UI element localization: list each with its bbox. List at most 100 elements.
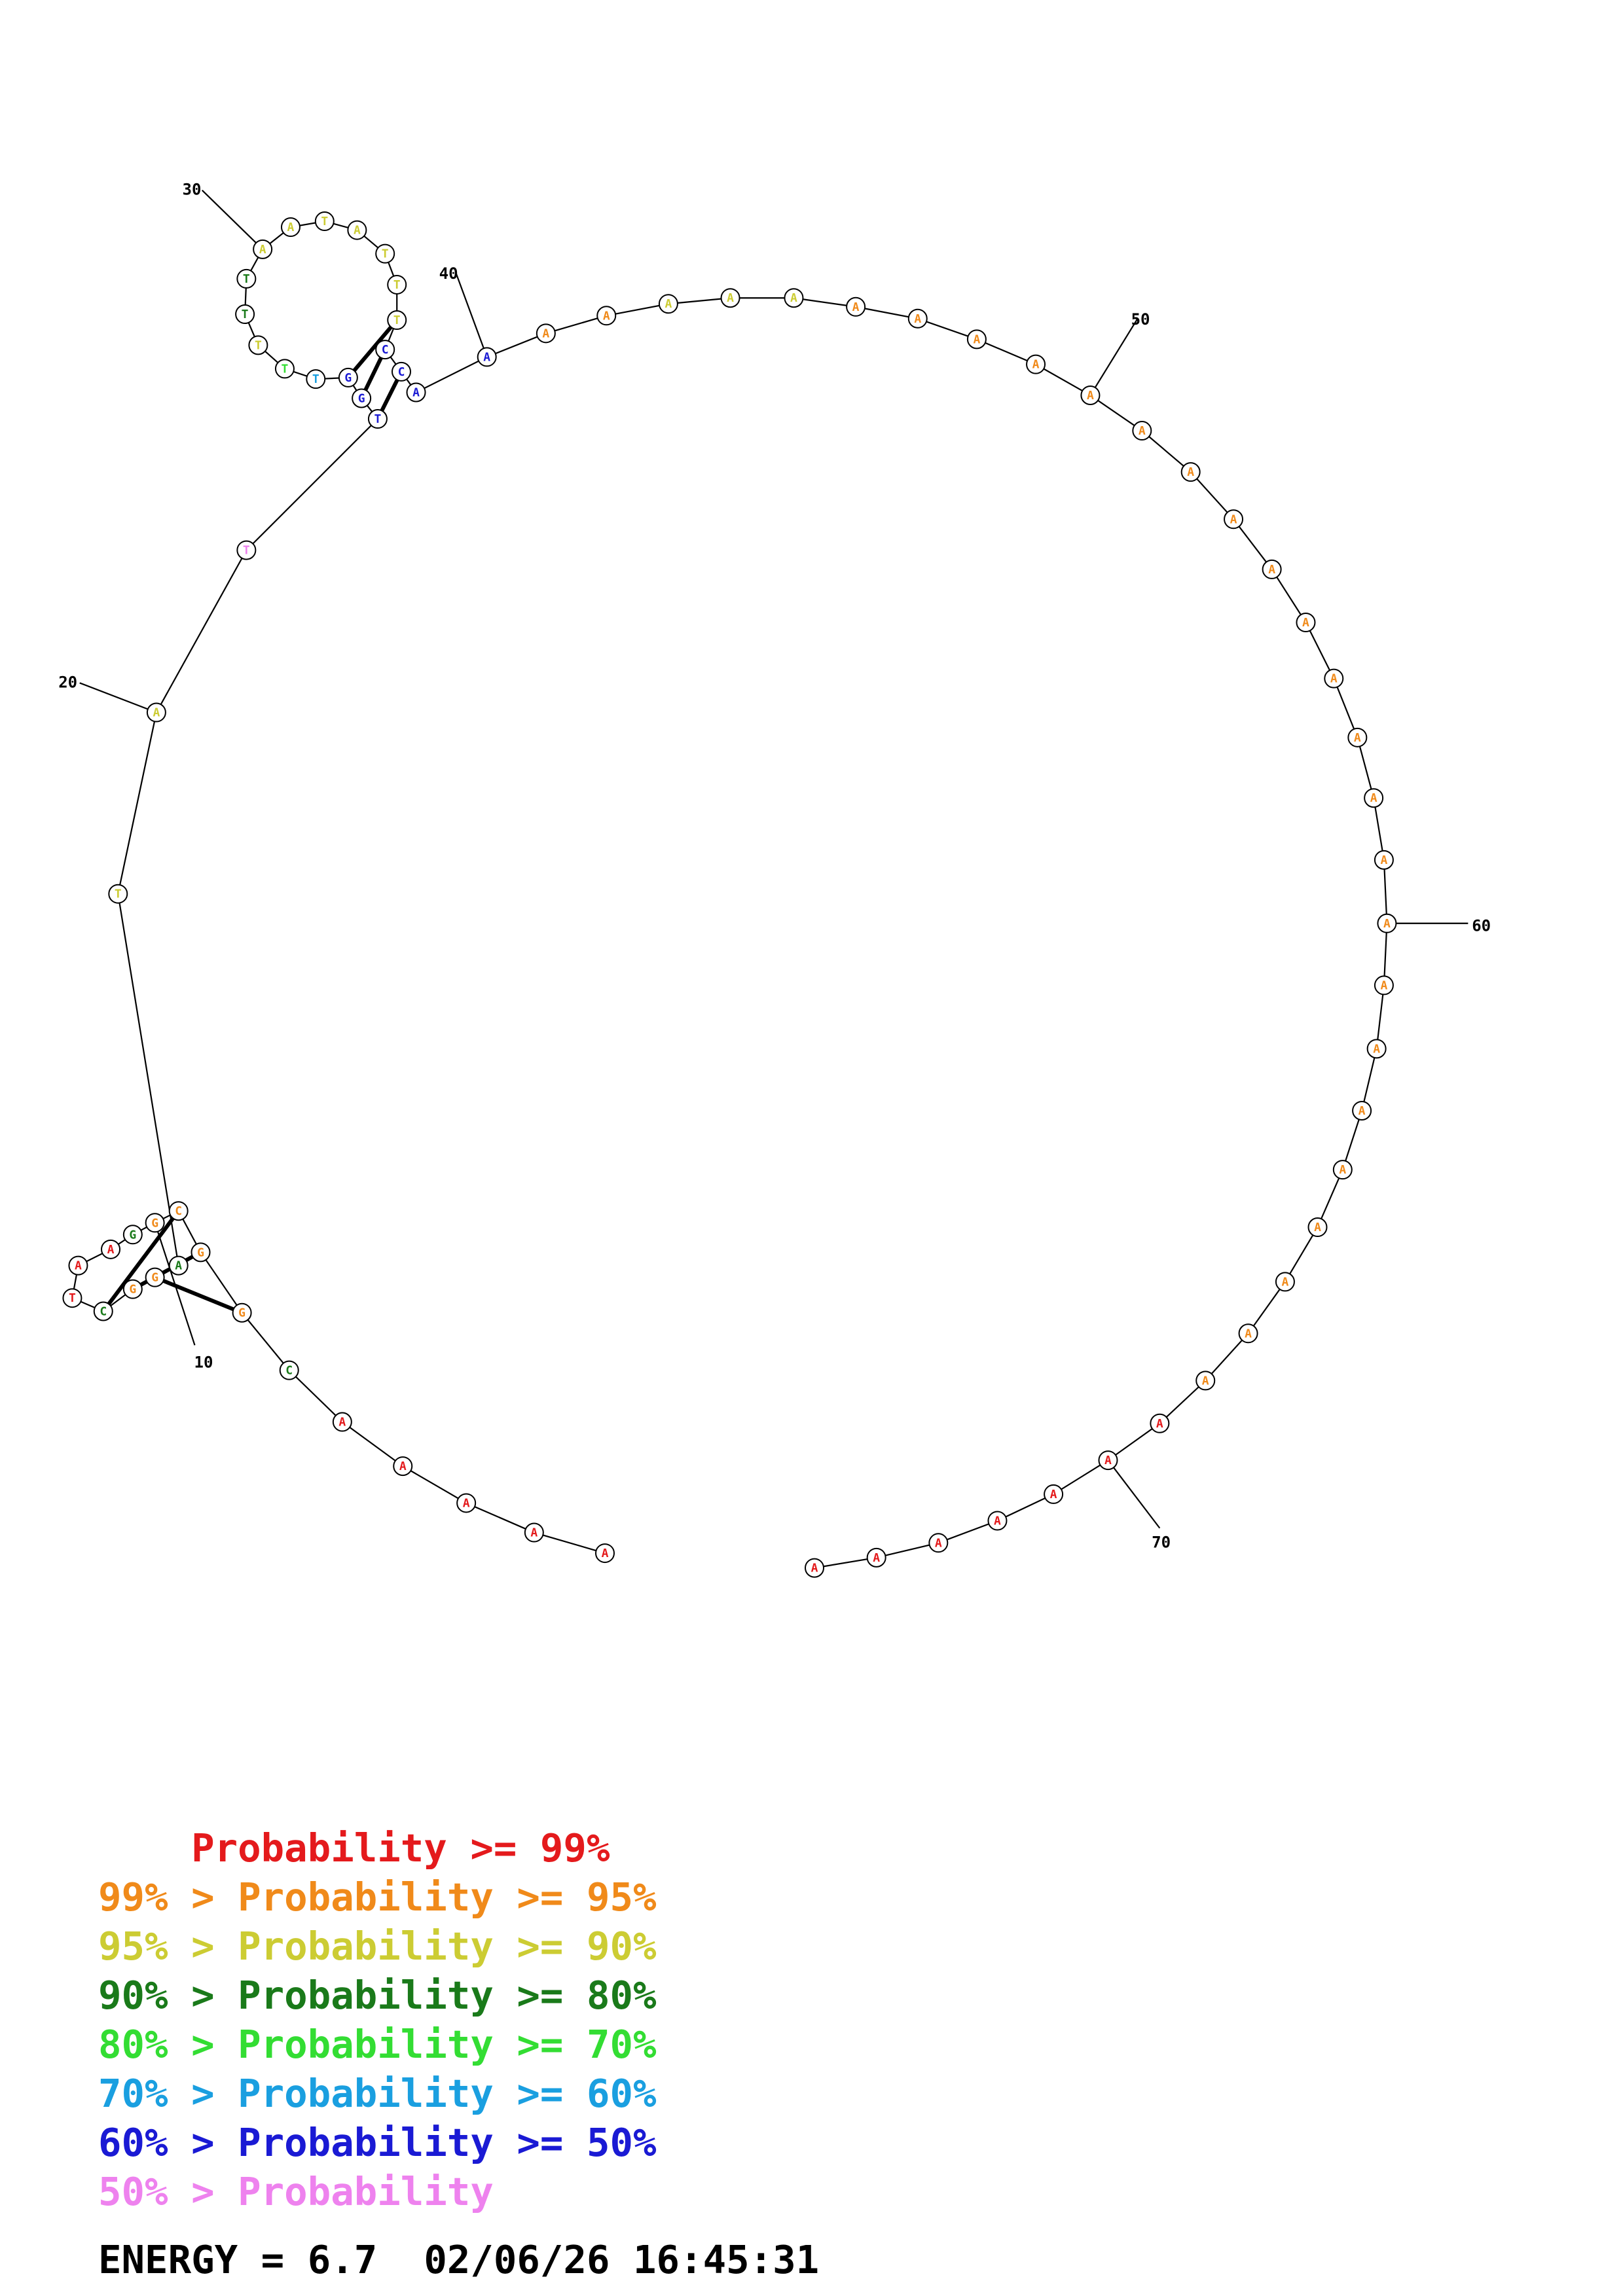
nucleotide-32: T bbox=[314, 211, 335, 232]
nucleotide-circle bbox=[191, 1242, 211, 1263]
backbone-line bbox=[71, 220, 1388, 1569]
nucleotide-base: C bbox=[398, 365, 405, 379]
nucleotide-base: A bbox=[107, 1243, 115, 1257]
nucleotide-circle bbox=[846, 296, 866, 317]
nucleotide-61: A bbox=[1374, 975, 1394, 996]
nucleotide-circle bbox=[375, 243, 395, 264]
nucleotide-37: C bbox=[375, 340, 395, 360]
nucleotide-base: A bbox=[602, 1547, 609, 1560]
nucleotide-circle bbox=[477, 347, 497, 367]
nucleotide-6: C bbox=[279, 1360, 299, 1380]
legend-row-lt50: 50% > Probability bbox=[98, 2169, 494, 2214]
legend-row-p80: 90% > Probability >= 80% bbox=[98, 1973, 657, 2018]
nucleotide-39: A bbox=[406, 382, 426, 403]
nucleotide-base: T bbox=[243, 544, 250, 558]
nucleotide-41: A bbox=[536, 323, 556, 344]
nucleotide-36: T bbox=[387, 310, 407, 331]
nucleotide-base: T bbox=[393, 314, 401, 327]
nucleotide-base: A bbox=[483, 350, 490, 364]
nucleotide-base: T bbox=[321, 215, 328, 228]
nucleotide-2: A bbox=[524, 1522, 544, 1543]
nucleotide-base: A bbox=[1268, 563, 1275, 577]
nucleotide-base: A bbox=[463, 1496, 470, 1510]
nucleotide-circle bbox=[274, 359, 295, 379]
nucleotide-34: T bbox=[375, 243, 395, 264]
nucleotide-circle bbox=[145, 1213, 165, 1233]
nucleotide-circle bbox=[108, 884, 128, 904]
nucleotide-19: T bbox=[108, 884, 128, 904]
nucleotide-58: A bbox=[1364, 788, 1384, 808]
nucleotide-circle bbox=[146, 702, 166, 723]
nucleotide-circle bbox=[338, 367, 358, 387]
nucleotide-base: A bbox=[1330, 672, 1338, 686]
probability-legend: Probability >= 99% 99% > Probability >= … bbox=[98, 1823, 1080, 2216]
nucleotide-3: A bbox=[456, 1493, 477, 1513]
nucleotide-circle bbox=[1364, 788, 1384, 808]
nucleotide-circle bbox=[805, 1558, 825, 1578]
nucleotide-circle bbox=[1374, 975, 1394, 996]
tick-label-50: 50 bbox=[1131, 310, 1150, 329]
nucleotide-circle bbox=[235, 304, 255, 325]
nucleotide-circle bbox=[1377, 913, 1397, 933]
nucleotide-circle bbox=[168, 1201, 189, 1221]
tick-label-40: 40 bbox=[439, 264, 458, 283]
nucleotide-55: A bbox=[1296, 613, 1316, 633]
nucleotide-base: G bbox=[197, 1246, 204, 1259]
nucleotide-base: A bbox=[259, 243, 266, 257]
nucleotide-51: A bbox=[1132, 421, 1152, 441]
nucleotide-base: G bbox=[129, 1228, 136, 1242]
nucleotide-4: A bbox=[393, 1456, 413, 1477]
nucleotide-circle bbox=[1262, 559, 1282, 579]
nucleotide-68: A bbox=[1195, 1371, 1216, 1391]
nucleotide-63: A bbox=[1352, 1100, 1372, 1121]
nucleotide-56: A bbox=[1324, 668, 1344, 689]
base-pair-bonds bbox=[101, 319, 403, 1315]
nucleotide-base: G bbox=[151, 1216, 158, 1230]
nucleotide-30: A bbox=[253, 239, 273, 259]
nucleotide-base: A bbox=[1373, 1042, 1380, 1056]
tick-line-50 bbox=[1089, 318, 1139, 396]
nucleotide-circle bbox=[1347, 727, 1368, 747]
nucleotide-circle bbox=[1044, 1484, 1064, 1504]
nucleotide-circle bbox=[387, 310, 407, 331]
nucleotide-45: A bbox=[784, 288, 804, 308]
nucleotide-60: A bbox=[1377, 913, 1397, 933]
tick-line-40 bbox=[455, 272, 488, 357]
nucleotide-base: T bbox=[115, 888, 122, 901]
nucleotide-38: C bbox=[391, 361, 411, 382]
nucleotide-base: T bbox=[243, 272, 250, 286]
nucleotide-23: G bbox=[352, 388, 372, 408]
tick-line-20 bbox=[79, 682, 157, 713]
nucleotide-circle bbox=[406, 382, 426, 403]
nucleotide-base: A bbox=[994, 1514, 1001, 1528]
nucleotide-base: A bbox=[287, 221, 295, 234]
timestamp: 02/06/26 16:45:31 bbox=[424, 2237, 820, 2282]
legend-row-p95: 99% > Probability >= 95% bbox=[98, 1874, 657, 1920]
nucleotide-circle bbox=[456, 1493, 477, 1513]
nucleotide-base: G bbox=[151, 1271, 158, 1285]
tick-label-30: 30 bbox=[183, 181, 202, 199]
nucleotide-base: A bbox=[1087, 389, 1094, 403]
nucleotide-base: A bbox=[665, 297, 672, 311]
nucleotide-base: A bbox=[338, 1416, 346, 1429]
nucleotide-circle bbox=[347, 220, 367, 240]
nucleotide-circle bbox=[248, 335, 268, 355]
nucleotide-53: A bbox=[1224, 509, 1244, 529]
nucleotide-circle bbox=[1275, 1272, 1295, 1292]
nucleotide-1: A bbox=[594, 1543, 615, 1564]
nucleotide-28: T bbox=[235, 304, 255, 325]
nucleotide-50: A bbox=[1080, 385, 1101, 405]
nucleotide-17: G bbox=[145, 1267, 165, 1287]
nucleotide-72: A bbox=[987, 1511, 1008, 1531]
nucleotide-base: A bbox=[1302, 616, 1309, 630]
nucleotide-base: A bbox=[1314, 1221, 1321, 1234]
nucleotide-base: T bbox=[282, 362, 289, 376]
nucleotide-circle bbox=[1374, 850, 1394, 870]
nucleotide-64: A bbox=[1332, 1160, 1353, 1180]
nucleotide-circle bbox=[1352, 1100, 1372, 1121]
nucleotide-base: T bbox=[242, 308, 249, 321]
nucleotide-base: T bbox=[382, 247, 389, 261]
nucleotide-circle bbox=[1150, 1413, 1170, 1433]
nucleotide-base: A bbox=[1156, 1417, 1163, 1431]
